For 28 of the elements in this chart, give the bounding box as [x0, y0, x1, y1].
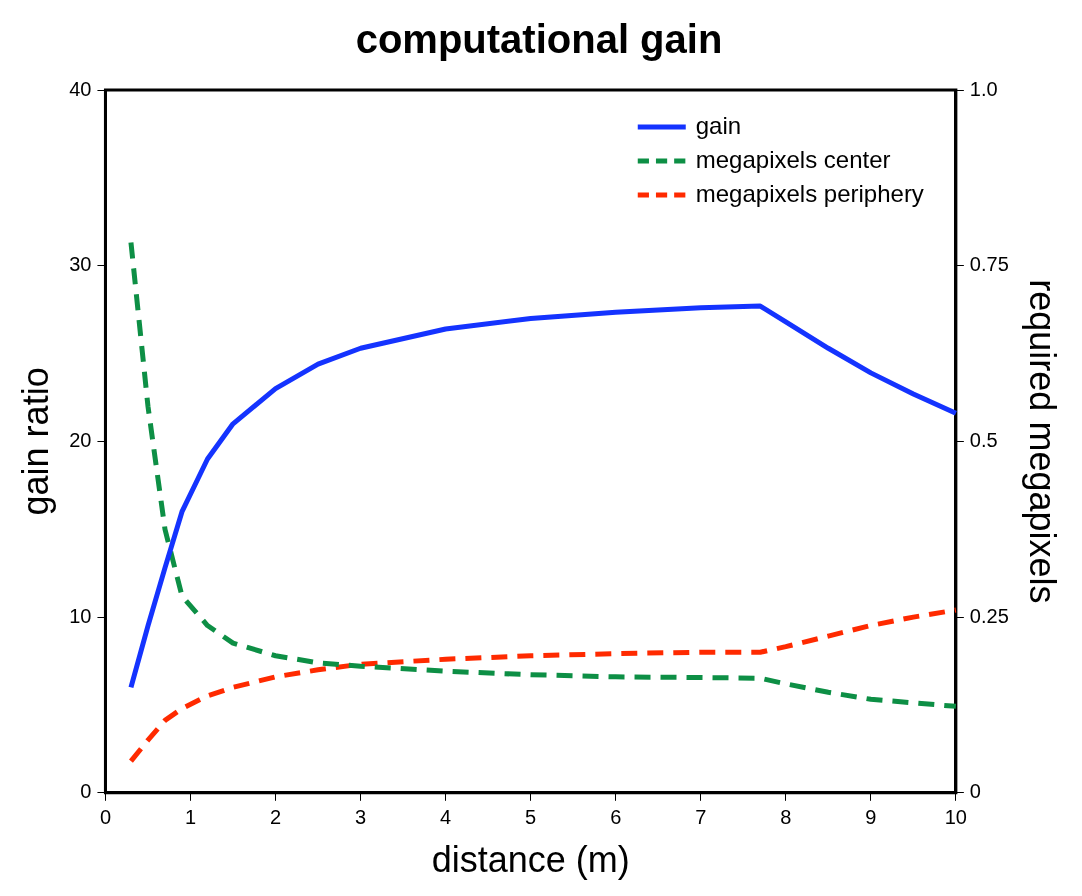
x-axis-title: distance (m): [431, 839, 630, 881]
chart-title: computational gain: [355, 17, 723, 62]
y-tick-label: 30: [69, 253, 92, 276]
x-tick-label: 7: [695, 806, 707, 829]
x-tick-label: 6: [610, 806, 622, 829]
x-tick-label: 1: [184, 806, 197, 829]
y2-tick-label: 0.75: [969, 253, 1009, 276]
y-tick-label: 10: [69, 604, 92, 627]
x-tick-label: 3: [355, 806, 367, 829]
y-axis-title: gain ratio: [14, 367, 56, 516]
y-tick-label: 0: [80, 780, 92, 803]
x-tick-label: 0: [99, 806, 112, 829]
x-tick-label: 4: [440, 806, 452, 829]
x-tick-label: 9: [865, 806, 877, 829]
y2-tick-label: 0.5: [969, 428, 998, 451]
y2-axis-title: required megapixels: [1022, 279, 1064, 604]
x-tick-label: 8: [780, 806, 792, 829]
x-tick-label: 2: [269, 806, 282, 829]
legend-label: megapixels center: [695, 145, 891, 173]
y-tick-label: 20: [69, 428, 92, 451]
y2-tick-label: 0.25: [969, 604, 1009, 627]
legend-label: gain: [695, 111, 742, 139]
y2-tick-label: 1.0: [969, 77, 998, 100]
y-tick-label: 40: [69, 77, 92, 100]
legend-label: megapixels periphery: [695, 179, 924, 207]
y2-tick-label: 0: [969, 780, 981, 803]
x-tick-label: 5: [525, 806, 537, 829]
x-tick-label: 10: [944, 806, 967, 829]
